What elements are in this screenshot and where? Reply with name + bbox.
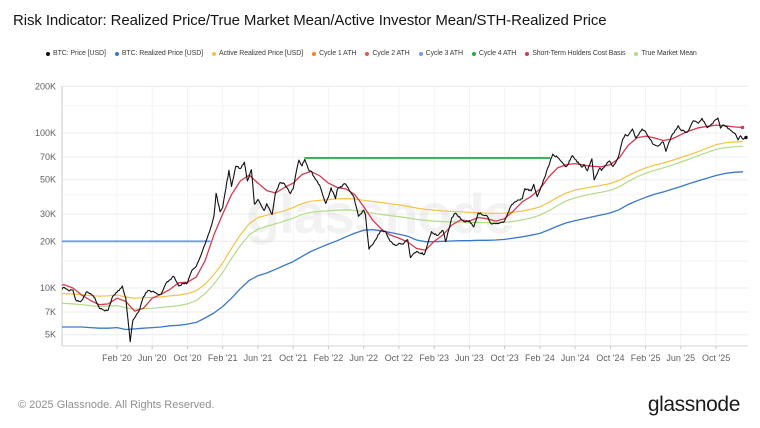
legend-dot-cycle-1-ath: [312, 51, 317, 56]
legend-label: Short-Term Holders Cost Basis: [532, 50, 626, 57]
legend-dot-true-market-mean: [634, 51, 639, 56]
legend-label: Active Realized Price [USD]: [219, 50, 304, 57]
legend-label: BTC: Price [USD]: [53, 50, 106, 57]
x-axis-label: Feb '22: [314, 353, 344, 363]
x-axis-label: Jun '23: [455, 353, 484, 363]
legend-dot-cycle-3-ath: [418, 51, 423, 56]
y-axis-label: 30K: [40, 209, 56, 219]
glassnode-logo: glassnode: [647, 393, 741, 416]
legend-label: Cycle 2 ATH: [372, 50, 410, 57]
y-axis-label: 70K: [40, 152, 56, 162]
y-axis-label: 7K: [45, 307, 56, 317]
y-axis-label: 100K: [35, 128, 56, 138]
price-chart-svg[interactable]: 200K 100K 70K 50K 30K 20K 10K 7K 5K Feb '20 Jun '2…: [0, 0, 760, 372]
legend-dot-short-term-holders-cost-basis: [525, 51, 530, 56]
y-axis-label: 200K: [35, 81, 56, 91]
legend-item-active-realized-price-usd[interactable]: Active Realized Price [USD]: [212, 50, 303, 57]
x-axis-label: Feb '20: [102, 353, 132, 363]
series-sth-cost-basis-line: [62, 124, 744, 312]
y-axis-label: 20K: [40, 236, 56, 246]
x-axis-label: Feb '24: [525, 353, 555, 363]
x-axis-label: Oct '23: [490, 353, 518, 363]
chart-area[interactable]: 200K 100K 70K 50K 30K 20K 10K 7K 5K Feb '20 Jun '2…: [0, 0, 760, 372]
legend-item-cycle-2-ath[interactable]: Cycle 2 ATH: [365, 50, 410, 57]
glassnode-watermark: glassnode: [246, 182, 514, 245]
x-axis-label: Oct '25: [702, 353, 730, 363]
legend-dot-btc-realized-price-usd: [114, 51, 119, 56]
legend-dot-btc-price-usd: [46, 51, 50, 56]
legend-dot-cycle-2-ath: [365, 51, 370, 56]
series-active-realized-price-line: [62, 141, 744, 299]
x-axis-label: Feb '23: [419, 353, 449, 363]
y-axis-label: 5K: [45, 330, 56, 340]
x-axis-label: Oct '22: [385, 353, 413, 363]
series-group: [62, 117, 748, 343]
series-sth-cost-basis-last-point: [740, 125, 745, 130]
legend-label: BTC: Realized Price [USD]: [121, 50, 203, 57]
x-axis-label: Jun '22: [349, 353, 378, 363]
x-axis-label: Feb '25: [631, 353, 661, 363]
x-axis-label: Jun '25: [666, 353, 695, 363]
footer: © 2025 Glassnode. All Rights Reserved. g…: [0, 382, 760, 428]
legend-item-cycle-4-ath[interactable]: Cycle 4 ATH: [471, 50, 517, 57]
legend-dot-cycle-4-ath: [471, 51, 476, 56]
x-axis-label: Oct '20: [173, 353, 201, 363]
legend-item-short-term-holders-cost-basis[interactable]: Short-Term Holders Cost Basis: [525, 50, 625, 57]
y-axis-label: 50K: [40, 175, 56, 185]
legend-label: Cycle 4 ATH: [478, 50, 517, 57]
series-btc-realized-price-line: [62, 171, 744, 331]
page-title: Risk Indicator: Realized Price/True Mark…: [13, 12, 607, 29]
legend-item-btc-realized-price-usd[interactable]: BTC: Realized Price [USD]: [114, 50, 203, 57]
legend-label: Cycle 3 ATH: [425, 50, 463, 57]
legend-item-cycle-3-ath[interactable]: Cycle 3 ATH: [418, 50, 463, 57]
x-axis-label: Oct '21: [279, 353, 307, 363]
x-axis-label: Feb '21: [208, 353, 238, 363]
legend-item-true-market-mean[interactable]: True Market Mean: [634, 50, 697, 57]
chart-legend: BTC: Price [USD] BTC: Realized Price [USD…: [46, 50, 697, 57]
legend-item-btc-price-usd[interactable]: BTC: Price [USD]: [46, 50, 106, 57]
x-axis-label: Jun '20: [138, 353, 167, 363]
legend-dot-active-realized-price-usd: [212, 51, 216, 56]
x-axis-label: Jun '24: [561, 353, 590, 363]
series-btc-price-line: [62, 117, 747, 343]
series-btc-price-last-point: [744, 135, 748, 140]
y-axis-label: 10K: [40, 283, 56, 293]
series-true-market-mean-line: [62, 145, 744, 310]
copyright-text: © 2025 Glassnode. All Rights Reserved.: [18, 399, 215, 411]
legend-item-cycle-1-ath[interactable]: Cycle 1 ATH: [312, 50, 356, 57]
x-axis-label: Oct '24: [596, 353, 624, 363]
legend-label: Cycle 1 ATH: [319, 50, 357, 57]
legend-label: True Market Mean: [641, 50, 697, 57]
x-axis-label: Jun '21: [244, 353, 273, 363]
